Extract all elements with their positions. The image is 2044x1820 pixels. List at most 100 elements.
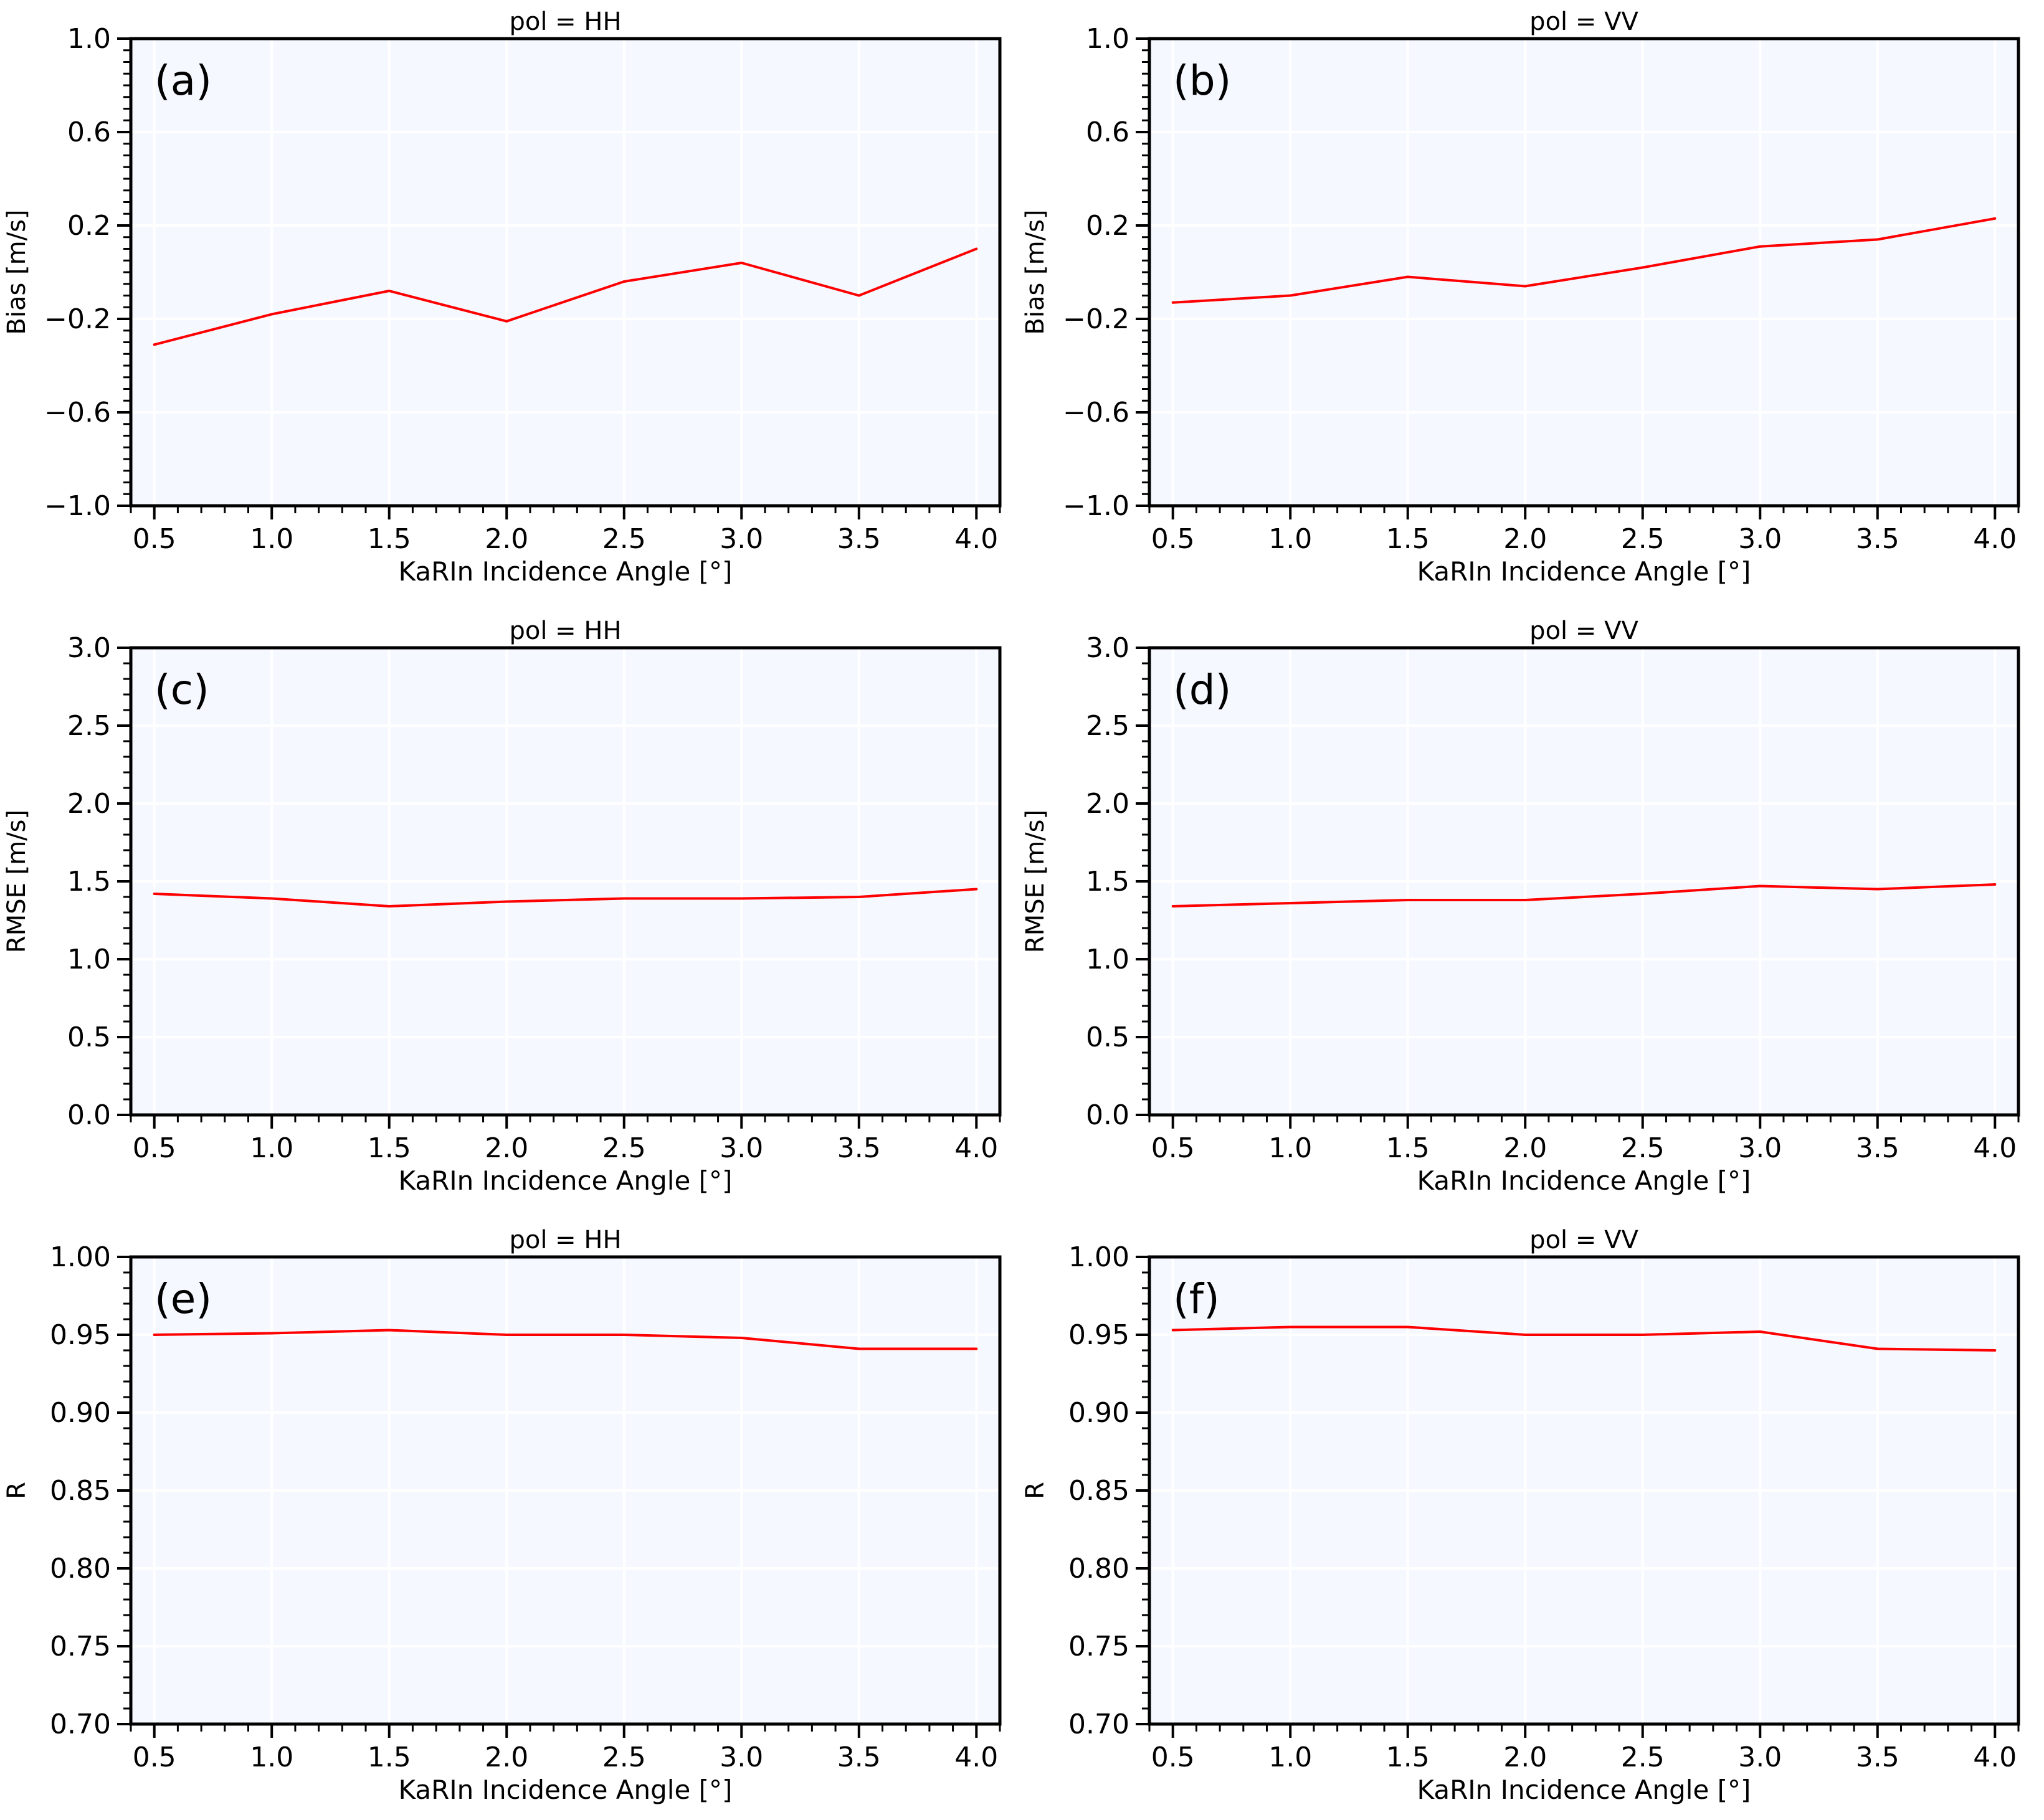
x-tick-label: 2.0 — [485, 523, 528, 555]
x-tick-label: 4.0 — [954, 1742, 998, 1773]
y-tick-label: 0.5 — [67, 1021, 111, 1053]
data-point — [505, 1334, 508, 1336]
data-point — [270, 1332, 273, 1335]
panel-label: (c) — [154, 666, 209, 714]
data-point — [622, 280, 625, 283]
data-point — [387, 905, 391, 908]
x-tick-label: 3.0 — [720, 1742, 763, 1773]
x-tick-label: 1.5 — [1386, 1742, 1430, 1773]
data-point — [1641, 893, 1644, 895]
x-tick-label: 4.0 — [1973, 523, 2017, 555]
y-tick-label: 0.70 — [1068, 1709, 1129, 1740]
subplot-title: pol = HH — [509, 7, 621, 36]
y-tick-label: 0.6 — [67, 116, 111, 148]
subplot-b: 0.5 1.0 1.5 2.0 2.5 3.0 3.5 4.0 −1.0 −0.6 −0.2 0.2 0… — [1021, 7, 2020, 587]
y-tick-label: 0.85 — [1068, 1475, 1129, 1507]
x-tick-label: 3.5 — [837, 1742, 881, 1773]
x-tick-label: 1.5 — [1386, 1132, 1430, 1164]
data-point — [505, 900, 508, 903]
data-point — [740, 1337, 743, 1339]
y-tick-label: 0.90 — [50, 1397, 111, 1429]
x-tick-label: 1.0 — [1268, 1742, 1312, 1773]
subplot-d: 0.5 1.0 1.5 2.0 2.5 3.0 3.5 4.0 0.0 0.5 1.0 1.5 2.0 2… — [1021, 617, 2020, 1196]
subplot-title: pol = HH — [509, 1226, 621, 1254]
subplot-title: pol = HH — [509, 617, 621, 645]
x-tick-label: 0.5 — [1151, 523, 1195, 555]
x-tick-label: 4.0 — [1973, 1742, 2017, 1773]
axes-background — [131, 39, 1000, 506]
panel-label: (f) — [1173, 1275, 1220, 1323]
x-tick-label: 3.0 — [1738, 523, 1782, 555]
y-tick-label: 0.5 — [1086, 1021, 1129, 1053]
x-axis-label: KaRIn Incidence Angle [°] — [1417, 1775, 1751, 1805]
x-tick-label: 2.0 — [1503, 1742, 1547, 1773]
x-tick-label: 0.5 — [133, 523, 176, 555]
y-axis-label: RMSE [m/s] — [1021, 810, 1050, 953]
series-line — [154, 1329, 977, 1350]
subplot-title: pol = VV — [1529, 617, 1638, 645]
x-tick-label: 0.5 — [1151, 1132, 1195, 1164]
subplot-c: 0.5 1.0 1.5 2.0 2.5 3.0 3.5 4.0 0.0 0.5 1.0 1.5 2.0 2… — [2, 617, 1002, 1196]
subplot-f: 0.5 1.0 1.5 2.0 2.5 3.0 3.5 4.0 0.70 0.75 0.80 0.85… — [1021, 1226, 2020, 1805]
y-tick-label: 0.90 — [1068, 1397, 1129, 1429]
y-tick-label: 0.95 — [1068, 1319, 1129, 1351]
x-tick-label: 3.0 — [1738, 1742, 1782, 1773]
x-tick-label: 1.5 — [368, 523, 411, 555]
series-line — [154, 247, 977, 346]
axes-background — [1149, 39, 2018, 506]
x-tick-label: 2.0 — [485, 1742, 528, 1773]
x-tick-label: 2.0 — [1503, 523, 1547, 555]
data-point — [857, 1347, 860, 1350]
y-tick-label: 1.0 — [67, 23, 111, 55]
data-point — [1641, 266, 1644, 269]
data-point — [1876, 1347, 1879, 1350]
y-tick-label: 0.85 — [50, 1475, 111, 1507]
x-tick-label: 2.0 — [485, 1132, 528, 1164]
y-tick-label: 1.5 — [67, 866, 111, 898]
x-tick-label: 3.0 — [1738, 1132, 1782, 1164]
y-axis-label: Bias [m/s] — [2, 209, 31, 334]
data-point — [622, 1334, 625, 1336]
y-tick-label: 0.6 — [1086, 116, 1129, 148]
y-tick-label: −0.2 — [1063, 303, 1129, 335]
data-point — [1759, 1330, 1762, 1333]
panel-label: (a) — [154, 57, 212, 105]
data-point — [153, 343, 156, 346]
x-tick-label: 2.5 — [602, 1742, 646, 1773]
y-axis-label: R — [2, 1482, 31, 1499]
x-tick-label: 3.5 — [837, 1132, 881, 1164]
data-point — [153, 893, 156, 895]
data-point — [1759, 884, 1762, 888]
x-tick-label: 2.0 — [1503, 1132, 1547, 1164]
subplot-title: pol = VV — [1529, 1226, 1638, 1254]
data-point — [1524, 899, 1527, 901]
x-tick-label: 1.0 — [250, 1742, 293, 1773]
x-axis-label: KaRIn Incidence Angle [°] — [1417, 1165, 1751, 1196]
subplot-a: 0.5 1.0 1.5 2.0 2.5 3.0 3.5 4.0 −1.0 −0.6 −0.2 0.2 0… — [2, 7, 1002, 587]
x-tick-label: 1.5 — [1386, 523, 1430, 555]
x-tick-label: 3.5 — [1856, 1742, 1899, 1773]
y-tick-label: 0.95 — [50, 1319, 111, 1351]
y-tick-label: −1.0 — [1063, 490, 1129, 522]
data-point — [857, 896, 860, 898]
y-tick-label: 0.75 — [50, 1631, 111, 1662]
data-point — [153, 1334, 156, 1336]
x-tick-label: 3.5 — [837, 523, 881, 555]
data-point — [1876, 238, 1879, 241]
data-point — [1406, 275, 1409, 278]
y-axis-label: RMSE [m/s] — [2, 810, 31, 953]
data-point — [1289, 902, 1292, 904]
x-tick-label: 1.5 — [368, 1742, 411, 1773]
x-tick-label: 1.0 — [1268, 523, 1312, 555]
y-tick-label: 0.75 — [1068, 1631, 1129, 1662]
y-tick-label: 0.2 — [1086, 210, 1129, 242]
data-point — [975, 247, 978, 250]
y-tick-label: 0.80 — [1068, 1553, 1129, 1585]
x-tick-label: 1.5 — [368, 1132, 411, 1164]
panel-label: (d) — [1173, 666, 1231, 714]
subplot-e: 0.5 1.0 1.5 2.0 2.5 3.0 3.5 4.0 0.70 0.75 0.80 0.85… — [2, 1226, 1002, 1805]
x-axis-label: KaRIn Incidence Angle [°] — [399, 556, 733, 587]
x-tick-label: 3.5 — [1856, 1132, 1899, 1164]
data-point — [270, 313, 273, 316]
data-point — [1171, 301, 1174, 304]
